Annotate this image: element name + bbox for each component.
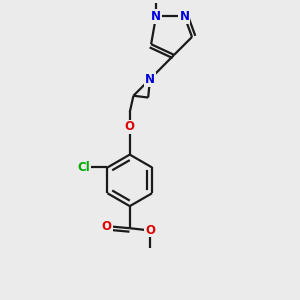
Text: O: O [145,224,155,237]
Text: N: N [151,10,161,23]
Text: N: N [179,10,189,23]
Text: O: O [125,121,135,134]
Text: N: N [145,73,155,85]
Text: O: O [102,220,112,233]
Text: Cl: Cl [77,161,90,174]
